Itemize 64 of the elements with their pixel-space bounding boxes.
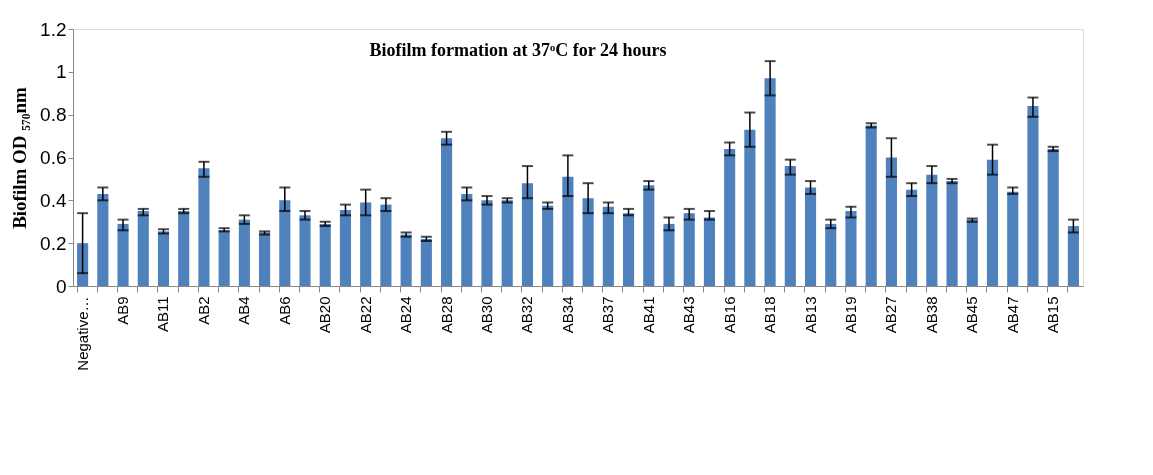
y-tick-label: 1 (55, 61, 67, 83)
x-tick-label: AB38 (922, 296, 940, 334)
x-tick-label: AB16 (720, 296, 738, 334)
bar (339, 209, 352, 286)
x-tick-label: AB37 (599, 296, 617, 334)
bar (966, 219, 978, 286)
x-tick-label: AB24 (397, 296, 415, 334)
x-tick-label: AB9 (114, 296, 132, 325)
x-tick-label: AB4 (235, 296, 253, 325)
bar (441, 138, 453, 286)
bar (906, 189, 918, 286)
bar (279, 200, 291, 286)
bar (198, 168, 210, 286)
x-tick-label: AB30 (478, 296, 496, 334)
x-tick-label: AB2 (194, 296, 212, 325)
x-tick-label: AB22 (356, 296, 374, 334)
bar (97, 193, 109, 286)
x-tick-label: AB11 (154, 296, 172, 333)
bar (622, 213, 635, 286)
bar (1027, 106, 1039, 286)
bar (926, 174, 938, 286)
x-tick-label: AB27 (882, 296, 900, 334)
bar (986, 159, 999, 286)
x-tick-label: AB6 (275, 296, 293, 325)
bar (1067, 226, 1079, 286)
bar (703, 217, 715, 286)
bar (804, 187, 817, 286)
x-tick-label: AB45 (963, 296, 981, 334)
bar (582, 198, 594, 286)
bar (521, 183, 534, 286)
bar (461, 193, 473, 286)
x-tick-label: AB19 (841, 296, 859, 334)
bar (562, 176, 574, 286)
bar (218, 230, 230, 286)
bar (764, 78, 776, 286)
bar (845, 211, 857, 286)
y-tick-label: 0.6 (40, 147, 67, 168)
bar (784, 166, 796, 286)
bar (683, 213, 695, 286)
y-tick-label: 0.4 (40, 189, 67, 211)
bar (380, 204, 392, 286)
x-tick-label: AB43 (680, 296, 698, 334)
bar (259, 232, 271, 286)
x-tick-label: AB32 (518, 296, 536, 334)
x-tick-label: Negative… (73, 296, 91, 371)
text: Biofilm formation at 37ᵒC for 24 hours (369, 40, 667, 60)
y-tick-label: 0 (55, 275, 67, 297)
x-tick-label: AB47 (1003, 296, 1021, 334)
bar (744, 129, 756, 286)
y-tick-label: 0.8 (40, 104, 67, 126)
x-tick-label: AB20 (316, 296, 334, 334)
x-tick-label: AB18 (761, 296, 779, 334)
y-tick-label: 1.2 (40, 18, 67, 40)
bar (663, 223, 675, 286)
bar (885, 157, 897, 286)
x-tick-label: AB34 (558, 296, 576, 334)
bar (724, 148, 736, 286)
bar (360, 202, 372, 286)
x-tick-label: AB28 (437, 296, 455, 334)
x-tick-label: AB15 (1044, 296, 1062, 334)
y-tick-label: 0.2 (40, 232, 67, 254)
y-axis-title: Biofilm OD ₅₇₀nm (9, 87, 31, 229)
x-tick-label: AB41 (639, 296, 657, 334)
x-tick-label: AB13 (801, 296, 819, 334)
